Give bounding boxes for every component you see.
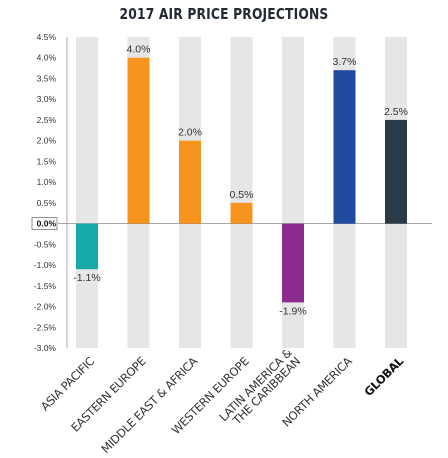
category-label-line: MIDDLE EAST & AFRICA [98,354,200,456]
y-tick-label: 3.5% [37,73,57,83]
y-tick-label: -3.0% [34,343,57,353]
y-tick-label: 2.5% [37,115,57,125]
bar [76,223,98,270]
y-tick-label: 0.5% [37,198,57,208]
data-label: -1.1% [73,272,100,284]
bar [282,223,304,303]
y-tick-label: 3.0% [37,94,57,104]
bar [230,202,253,224]
bar [179,140,201,224]
bar [127,57,150,224]
y-tick-label: -1.5% [34,281,57,291]
y-tick-label: -2.0% [34,302,57,312]
category-label: MIDDLE EAST & AFRICA [98,354,200,456]
data-label: 0.5% [230,189,254,201]
bar [385,119,407,224]
data-label: 3.7% [333,56,357,68]
y-tick-label: 1.5% [37,156,57,166]
y-tick-label: 1.0% [37,177,57,187]
category-label-line: GLOBAL [361,354,406,399]
data-label: 2.0% [178,127,202,139]
y-tick-label: 0.0% [37,219,57,229]
background-column [76,37,98,348]
data-label: 4.0% [127,44,151,56]
y-tick-label: 4.5% [37,32,57,42]
y-tick-label: 2.0% [37,136,57,146]
y-tick-label: 4.0% [37,53,57,63]
bar [333,70,356,224]
chart-title: 2017 AIR PRICE PROJECTIONS [119,5,329,23]
y-tick-label: -1.0% [34,260,57,270]
y-tick-label: -2.5% [34,322,57,332]
zero-tick-box [31,217,58,231]
data-label: 2.5% [384,106,408,118]
y-tick-label: -0.5% [34,239,57,249]
category-label: GLOBAL [361,354,406,399]
data-label: -1.9% [279,305,306,317]
background-column [230,37,253,348]
